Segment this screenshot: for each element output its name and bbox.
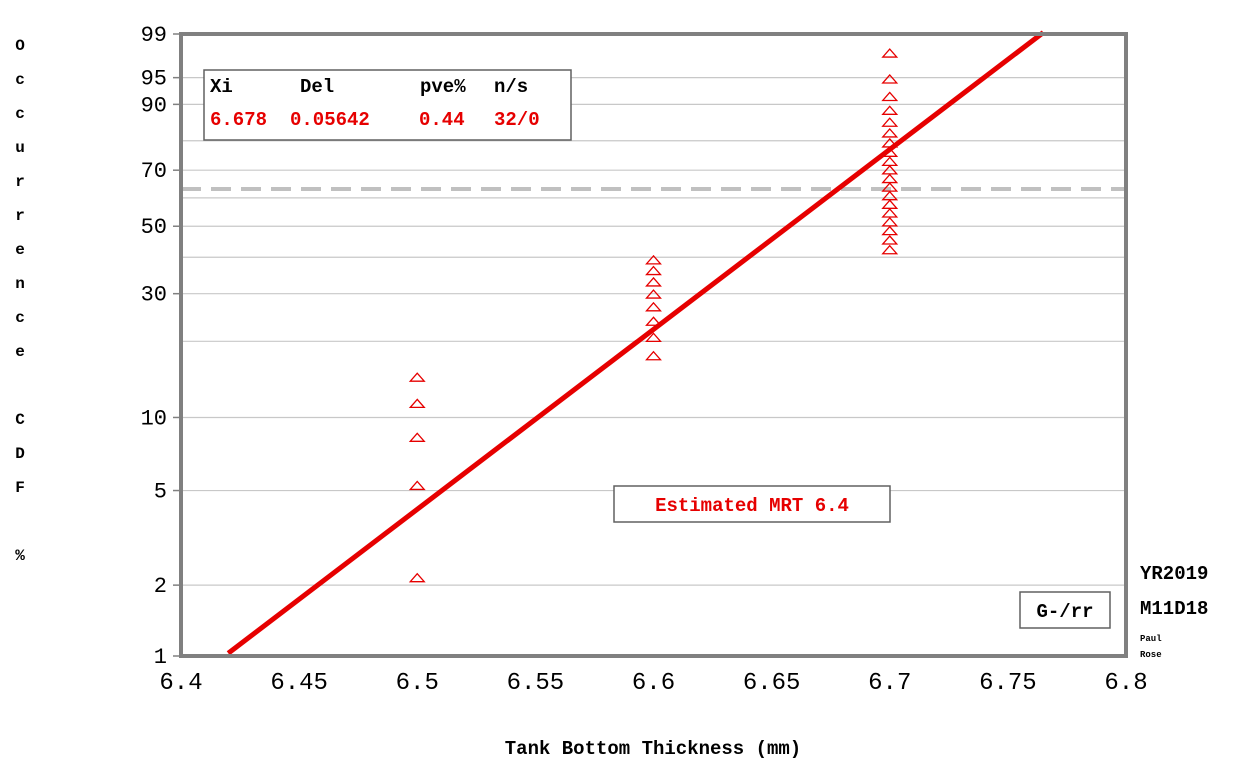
date-label: M11D18 [1140, 598, 1208, 620]
mrt-annotation-text: Estimated MRT 6.4 [655, 495, 849, 517]
stats-box: Xi Del pve% n/s 6.678 0.05642 0.44 32/0 [203, 69, 572, 141]
x-tick-label: 6.5 [396, 670, 439, 697]
data-point [645, 265, 662, 276]
y-axis-label-char: D [15, 445, 25, 463]
y-tick-label: 50 [141, 215, 167, 240]
y-axis-label-char: c [15, 71, 25, 89]
data-point [408, 432, 426, 442]
data-point [881, 164, 899, 175]
data-point [881, 91, 899, 102]
y-tick-label: 99 [141, 23, 167, 48]
author-last-name: Rose [1140, 650, 1162, 660]
fit-line [226, 30, 1045, 656]
y-tick-label: 95 [141, 67, 167, 92]
data-point [408, 480, 426, 491]
author-first-name: Paul [1140, 634, 1162, 644]
y-axis-label-char: % [15, 547, 25, 565]
y-axis-label-char: F [15, 479, 25, 497]
y-axis-label-char: u [15, 139, 25, 157]
data-point [881, 173, 899, 184]
data-point [881, 244, 899, 255]
y-axis-label-char: r [15, 173, 25, 191]
data-point [881, 105, 899, 115]
x-axis-label: Tank Bottom Thickness (mm) [505, 738, 801, 760]
data-point [645, 254, 662, 265]
data-point [645, 316, 662, 326]
x-tick-label: 6.45 [270, 670, 328, 697]
y-axis-label-char: n [15, 275, 25, 293]
stats-header-xi: Xi [210, 76, 233, 98]
data-point [881, 208, 899, 218]
data-point [881, 127, 899, 138]
fit-line-group [226, 30, 1045, 656]
data-point [645, 301, 662, 312]
data-point [645, 289, 662, 299]
mrt-annotation-frame [613, 485, 891, 523]
y-axis-label-char: C [15, 411, 25, 429]
data-point [408, 398, 426, 409]
data-point [408, 372, 426, 382]
y-axis-label-char: c [15, 309, 25, 327]
y-tick-label: 10 [141, 406, 167, 431]
data-point [881, 74, 899, 84]
y-axis-label-char: r [15, 207, 25, 225]
x-tick-label: 6.55 [507, 670, 565, 697]
stats-value-del: 0.05642 [290, 109, 370, 131]
stats-header-ns: n/s [494, 76, 528, 98]
y-tick-label: 70 [141, 159, 167, 184]
data-point [645, 332, 662, 343]
data-point [881, 147, 899, 157]
x-tick-label: 6.75 [979, 670, 1037, 697]
data-point [881, 156, 899, 167]
data-point [881, 182, 899, 192]
data-point [881, 190, 899, 201]
x-tick-label: 6.4 [159, 670, 202, 697]
data-point [881, 199, 899, 209]
y-axis-label-char: e [15, 241, 25, 259]
data-point [881, 225, 899, 236]
data-point [645, 350, 662, 361]
x-tick-label: 6.8 [1104, 670, 1147, 697]
x-tick-labels: 6.4 6.45 6.5 6.55 6.6 6.65 6.7 6.75 6.8 [159, 670, 1147, 697]
x-tick-label: 6.6 [632, 670, 675, 697]
x-tick-label: 6.65 [743, 670, 801, 697]
stats-header-del: Del [300, 76, 334, 98]
data-point [881, 137, 899, 148]
stats-value-pve: 0.44 [419, 109, 465, 131]
y-axis-label-char: e [15, 343, 25, 361]
y-tick-label: 30 [141, 283, 167, 308]
data-point [408, 572, 426, 583]
stats-box-frame [203, 69, 572, 141]
data-point [881, 216, 899, 227]
stats-value-xi: 6.678 [210, 109, 267, 131]
method-label-frame [1019, 591, 1111, 629]
data-point [645, 276, 662, 287]
plot-frame [179, 32, 1128, 658]
data-point [881, 48, 899, 58]
mrt-annotation: Estimated MRT 6.4 [613, 485, 891, 523]
data-point [881, 117, 899, 127]
y-tick-label: 2 [154, 574, 167, 599]
y-axis-label-char: c [15, 105, 25, 123]
y-tick-label: 5 [154, 480, 167, 505]
stats-value-ns: 32/0 [494, 109, 540, 131]
data-point [881, 235, 899, 245]
data-points [408, 48, 899, 583]
stats-header-pve: pve% [420, 76, 466, 98]
y-tick-label: 1 [154, 645, 167, 670]
method-label-text: G-/rr [1036, 601, 1093, 623]
x-tick-label: 6.7 [868, 670, 911, 697]
y-axis-label-char: O [15, 37, 25, 55]
method-label: G-/rr [1019, 591, 1111, 629]
y-tick-label: 90 [141, 93, 167, 118]
year-label: YR2019 [1140, 563, 1208, 585]
